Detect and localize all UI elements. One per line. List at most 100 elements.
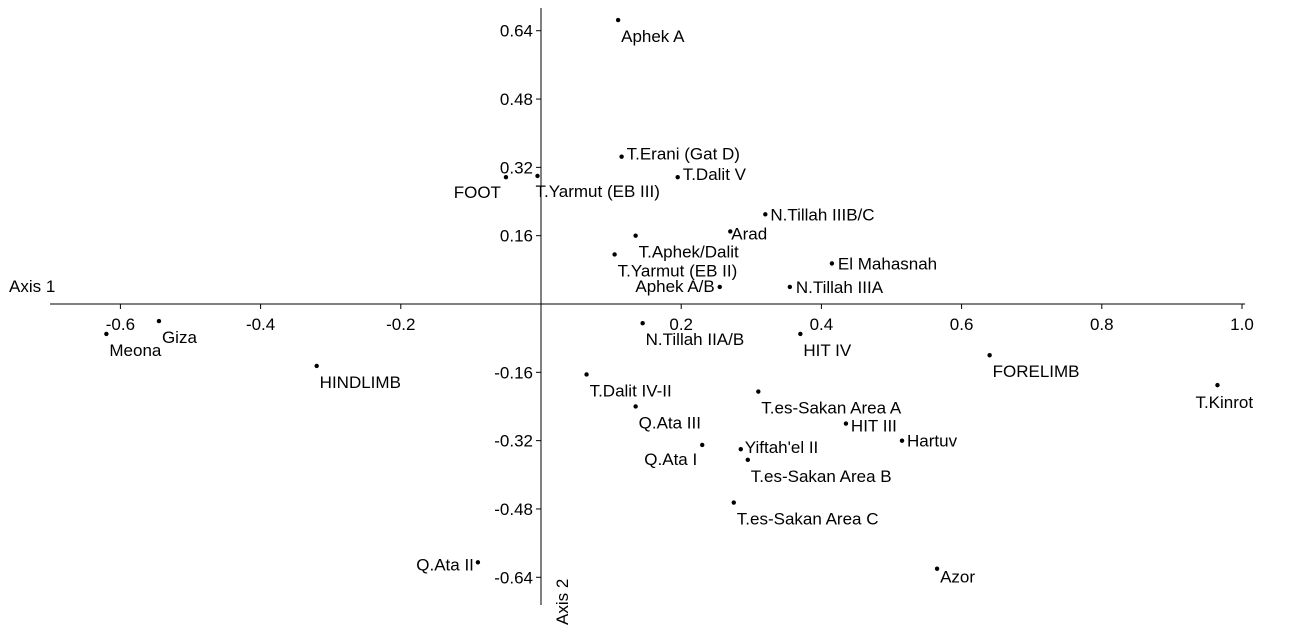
point-label: T.es-Sakan Area C (737, 510, 879, 529)
data-point: Giza (156, 318, 198, 347)
point-marker (745, 457, 750, 463)
point-label: FORELIMB (993, 362, 1080, 381)
y-tick-label: -0.32 (494, 432, 533, 451)
y-axis-title: Axis 2 (553, 579, 572, 625)
data-point: T.Aphek/Dalit (633, 233, 739, 262)
point-label: T.Dalit IV-II (590, 381, 672, 400)
point-label: Azor (940, 568, 975, 587)
point-marker (756, 389, 761, 394)
point-marker (798, 331, 803, 337)
data-point: El Mahasnah (829, 254, 937, 273)
y-tick-label: -0.48 (494, 500, 533, 519)
y-tick-label: 0.16 (500, 227, 533, 246)
point-label: T.Aphek/Dalit (639, 243, 739, 262)
point-label: N.Tillah IIA/B (646, 330, 745, 349)
point-marker (584, 372, 589, 377)
axes: Axis 1 Axis 2 (9, 8, 1245, 625)
point-marker (615, 17, 621, 23)
data-point: N.Tillah IIIA (787, 278, 884, 297)
point-marker (829, 261, 835, 266)
data-point: HIT IV (798, 331, 852, 360)
data-point: N.Tillah IIIB/C (763, 205, 875, 224)
data-point: T.Dalit IV-II (584, 372, 672, 400)
point-label: Yiftah'el II (745, 438, 819, 457)
point-label: Meona (109, 341, 162, 360)
point-label: T.Dalit V (683, 165, 747, 184)
point-marker (314, 363, 319, 369)
point-marker (640, 321, 645, 326)
point-label: T.Erani (Gat D) (627, 145, 740, 164)
point-marker (612, 252, 617, 257)
point-marker (717, 284, 722, 290)
point-label: Giza (162, 328, 198, 347)
x-tick-label: -0.2 (386, 315, 415, 334)
point-label: Aphek A (621, 27, 685, 46)
point-marker (104, 331, 109, 337)
point-marker (728, 229, 733, 234)
data-point: Azor (934, 566, 975, 587)
point-label: Aphek A/B (635, 277, 714, 296)
point-label: HINDLIMB (320, 373, 401, 392)
data-point: N.Tillah IIA/B (640, 321, 744, 349)
data-point: T.Erani (Gat D) (619, 145, 740, 164)
x-axis-title: Axis 1 (9, 277, 55, 296)
data-point: Aphek A/B (635, 277, 722, 296)
point-label: Q.Ata I (644, 450, 697, 469)
x-tick-label: 0.2 (669, 315, 693, 334)
point-marker (934, 566, 940, 571)
data-point: T.es-Sakan Area C (731, 500, 879, 529)
point-marker (843, 421, 849, 426)
data-point: Aphek A (615, 17, 685, 46)
point-label: Arad (731, 224, 767, 243)
data-point: Hartuv (899, 432, 958, 451)
data-point: T.es-Sakan Area B (745, 457, 892, 486)
point-label: T.es-Sakan Area B (751, 467, 892, 486)
data-point: HINDLIMB (314, 363, 401, 392)
point-label: HIT III (851, 417, 897, 436)
y-tick-label: -0.64 (494, 568, 533, 587)
point-label: T.es-Sakan Area A (761, 399, 902, 418)
data-point: T.Kinrot (1195, 382, 1253, 412)
point-label: FOOT (454, 183, 501, 202)
point-marker (633, 233, 638, 238)
data-point: Q.Ata III (633, 404, 701, 432)
point-label: Q.Ata II (416, 555, 474, 574)
point-marker (156, 318, 162, 324)
x-tick-label: 0.6 (950, 315, 974, 334)
point-label: Q.Ata III (639, 413, 701, 432)
point-label: T.Yarmut (EB III) (535, 182, 659, 201)
point-label: El Mahasnah (838, 254, 937, 273)
point-marker (619, 154, 624, 159)
y-tick-label: 0.48 (500, 90, 533, 109)
point-marker (475, 560, 481, 565)
y-tick-label: -0.16 (494, 363, 533, 382)
x-tick-label: 1.0 (1230, 315, 1254, 334)
point-label: T.Yarmut (EB II) (618, 261, 738, 280)
data-point: Meona (104, 331, 162, 360)
point-marker (633, 404, 638, 409)
data-point: Yiftah'el II (738, 438, 819, 457)
point-label: T.Kinrot (1195, 393, 1253, 412)
ticks: -0.6 -0.4 -0.2 0.2 0.4 0.6 0.8 1.0 0.64 0.48 0.32 0… (106, 22, 1254, 588)
x-tick-label: 0.4 (810, 315, 834, 334)
point-label: N.Tillah IIIA (796, 278, 884, 297)
y-tick-label: 0.64 (500, 22, 533, 41)
point-label: N.Tillah IIIB/C (770, 205, 874, 224)
point-marker (731, 500, 736, 505)
data-point: Q.Ata I (644, 442, 705, 469)
data-point: Arad (728, 224, 767, 243)
x-tick-label: 0.8 (1090, 315, 1114, 334)
data-point: T.Dalit V (675, 165, 747, 184)
point-marker (675, 174, 680, 180)
data-point: Q.Ata II (416, 555, 481, 574)
point-marker (535, 173, 540, 179)
point-marker (787, 284, 793, 290)
point-label: Hartuv (907, 432, 958, 451)
data-point: T.Yarmut (EB III) (535, 173, 660, 201)
point-marker (987, 353, 992, 358)
y-tick-label: 0.32 (500, 158, 533, 177)
data-point: T.es-Sakan Area A (756, 389, 902, 418)
point-marker (738, 446, 743, 452)
